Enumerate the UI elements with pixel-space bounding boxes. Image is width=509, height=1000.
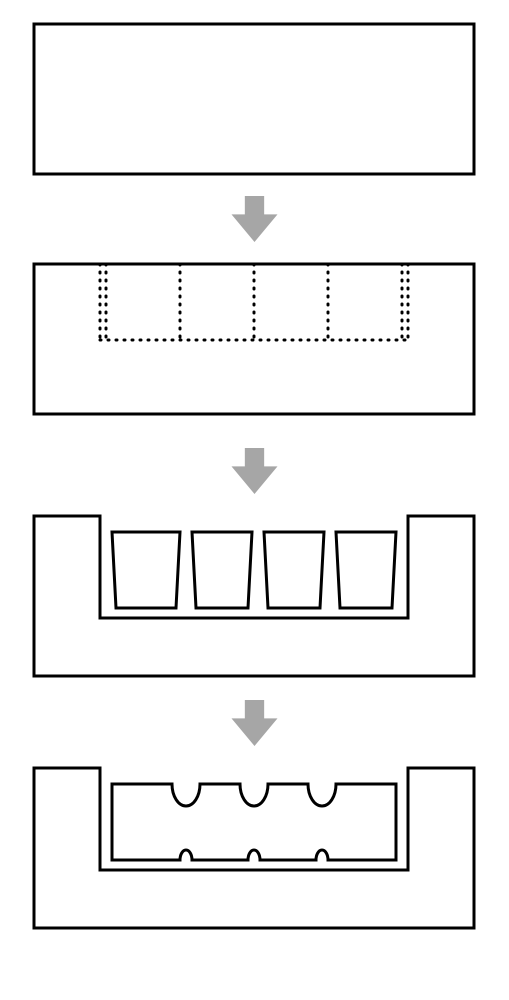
step-4-inner-block — [112, 784, 396, 860]
step-3-block-1 — [192, 532, 252, 608]
process-diagram — [0, 0, 509, 1000]
step-1-blank — [34, 24, 474, 174]
step-3-block-3 — [336, 532, 396, 608]
arrow-down-icon — [232, 448, 278, 494]
step-3-outline — [34, 516, 474, 676]
step-3-block-0 — [112, 532, 180, 608]
step-3-block-2 — [264, 532, 324, 608]
diagram-svg — [0, 0, 509, 1000]
arrow-down-icon — [232, 700, 278, 746]
step-4-outline — [34, 768, 474, 928]
arrow-down-icon — [232, 196, 278, 242]
